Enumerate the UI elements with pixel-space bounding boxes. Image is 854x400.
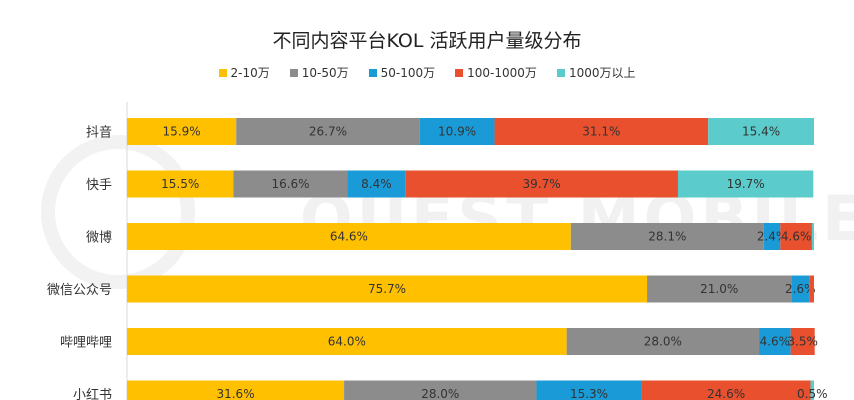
bar-segment: [566, 328, 760, 355]
bar-segment: [780, 223, 812, 250]
category-label: 小红书: [73, 387, 112, 400]
bar-segment: [811, 223, 814, 250]
data-label: 28.0%: [644, 335, 682, 349]
data-label: 10.9%: [438, 125, 476, 139]
legend-swatch: [455, 68, 464, 77]
bar-segment: [809, 275, 814, 303]
legend-item-1: 10-50万: [289, 64, 349, 81]
bar-segment: [419, 118, 495, 145]
bar-segment: [677, 170, 814, 198]
data-label: 39.7%: [523, 177, 561, 191]
bar-segment: [405, 170, 678, 198]
bar-segment: [790, 328, 815, 355]
data-label: 0.5%: [797, 387, 828, 400]
bar-segment: [127, 380, 345, 400]
legend-item-2: 50-100万: [368, 64, 436, 81]
data-label: 4.6%: [760, 335, 791, 349]
bar-segment: [708, 118, 814, 145]
bar-segment: [641, 380, 811, 400]
data-label: 31.6%: [216, 387, 254, 400]
data-label: 15.3%: [570, 387, 608, 400]
category-label: 微信公众号: [47, 283, 112, 298]
bar-segment: [127, 223, 571, 250]
data-label: 2.4%: [757, 230, 788, 244]
data-label: 26.7%: [309, 125, 347, 139]
category-label: 快手: [86, 178, 112, 193]
data-label: 28.1%: [648, 230, 686, 244]
bar-segment: [647, 275, 792, 303]
bar-segment: [347, 170, 406, 198]
legend-swatch: [289, 68, 298, 77]
data-label: 8.4%: [361, 177, 392, 191]
legend-label: 2-10万: [230, 66, 270, 80]
legend-item-3: 100-1000万: [455, 64, 537, 81]
data-label: 31.1%: [582, 125, 620, 139]
legend-label: 50-100万: [380, 66, 436, 80]
data-label: 15.5%: [161, 177, 199, 191]
bar-segment: [127, 328, 567, 355]
data-label: 24.6%: [707, 387, 745, 400]
bar-segment: [236, 118, 420, 145]
data-label: 4.6%: [781, 230, 812, 244]
chart-title: 不同内容平台KOL 活跃用户量级分布: [272, 30, 582, 52]
category-label: 微博: [86, 231, 112, 246]
bar-segment: [127, 275, 648, 303]
data-label: 64.0%: [328, 335, 366, 349]
bar-segment: [494, 118, 709, 145]
bar-segment: [127, 170, 234, 198]
bar-segment: [344, 380, 537, 400]
data-label: 21.0%: [700, 282, 738, 296]
bar-segment: [127, 118, 237, 145]
legend-swatch: [556, 68, 565, 77]
data-label: 16.6%: [271, 177, 309, 191]
bar-segment: [536, 380, 642, 400]
data-label: 75.7%: [368, 282, 406, 296]
category-label: 抖音: [86, 125, 112, 141]
legend-label: 10-50万: [301, 66, 349, 80]
legend-swatch: [368, 68, 377, 77]
legend-label: 100-1000万: [467, 66, 537, 80]
legend-label: 1000万以上: [568, 66, 636, 80]
bar-segment: [791, 275, 810, 303]
data-label: 3.5%: [787, 335, 818, 349]
bar-segment: [810, 380, 814, 400]
data-label: 15.9%: [163, 125, 201, 139]
data-label: 15.4%: [742, 125, 780, 139]
category-label: 哔哩哔哩: [60, 336, 112, 351]
bar-segment: [570, 223, 764, 250]
legend-item-0: 2-10万: [218, 64, 270, 81]
legend-item-4: 1000万以上: [556, 64, 636, 81]
bar-segment: [763, 223, 781, 250]
bar-segment: [759, 328, 791, 355]
legend-swatch: [218, 68, 227, 77]
data-label: 19.7%: [727, 177, 765, 191]
data-label: 28.0%: [421, 387, 459, 400]
data-label: 64.6%: [330, 230, 368, 244]
legend: 2-10万 10-50万 50-100万 100-1000万 1000万以上: [0, 64, 854, 81]
data-label: 2.6%: [785, 282, 816, 296]
bar-segment: [233, 170, 348, 198]
